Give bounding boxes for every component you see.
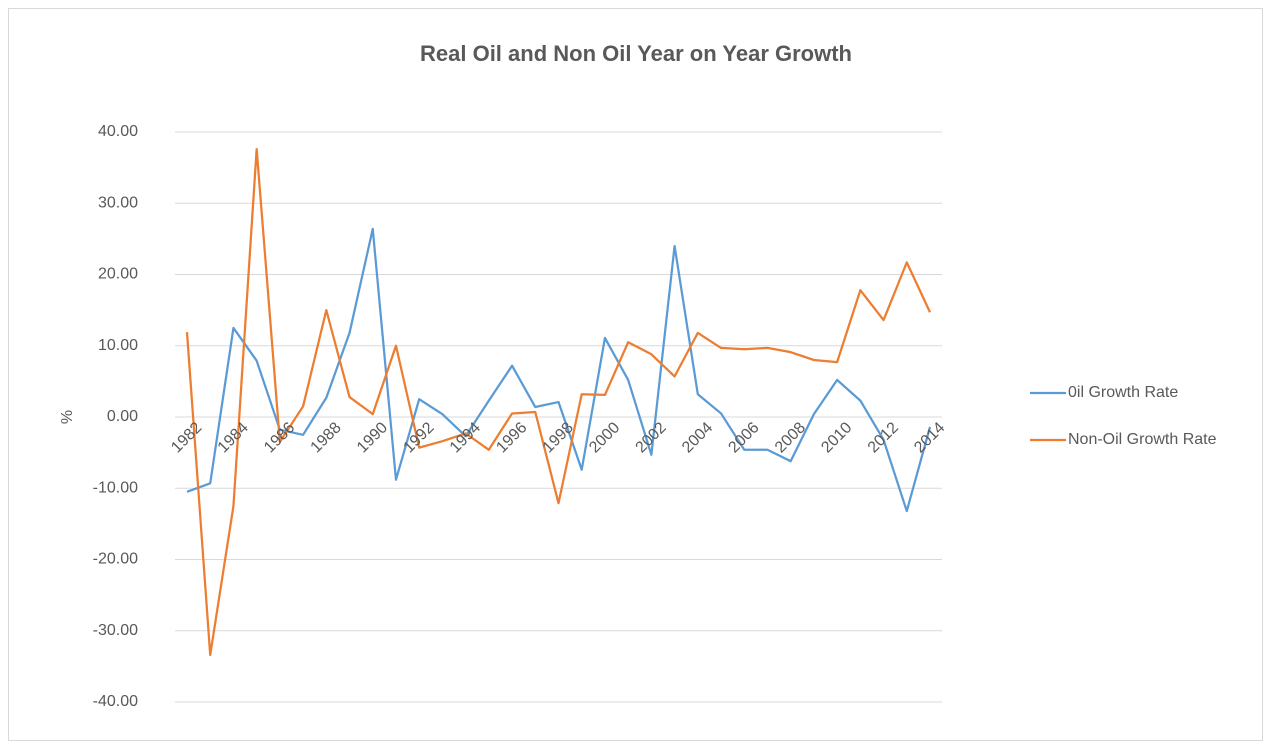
- y-tick-label: -40.00: [93, 693, 138, 710]
- chart-title: Real Oil and Non Oil Year on Year Growth: [420, 41, 852, 66]
- legend-label: Non-Oil Growth Rate: [1068, 431, 1217, 448]
- y-tick-label: 20.00: [98, 266, 138, 283]
- y-tick-label: 10.00: [98, 337, 138, 354]
- y-tick-label: 40.00: [98, 123, 138, 140]
- y-tick-label: 30.00: [98, 194, 138, 211]
- y-tick-label: -20.00: [93, 551, 138, 568]
- legend-label: 0il Growth Rate: [1068, 384, 1178, 401]
- y-axis-label: %: [59, 410, 76, 424]
- data-line: [185, 147, 932, 657]
- y-tick-label: -30.00: [93, 622, 138, 639]
- y-tick-label: -10.00: [93, 479, 138, 496]
- data-line: [186, 227, 932, 513]
- chart-frame: [8, 8, 1263, 741]
- y-tick-label: 0.00: [107, 408, 138, 425]
